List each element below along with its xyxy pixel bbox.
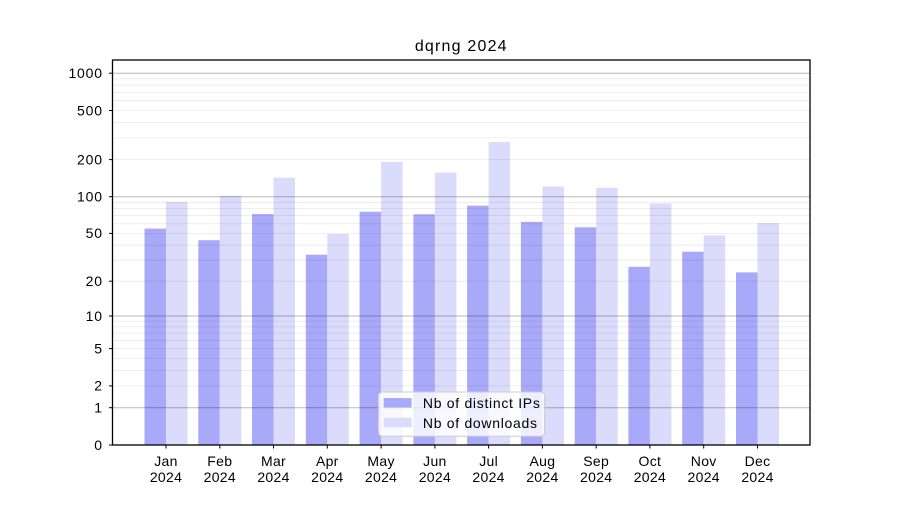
svg-text:Nb of downloads: Nb of downloads xyxy=(423,415,538,431)
svg-text:2024: 2024 xyxy=(204,469,236,485)
svg-text:2: 2 xyxy=(94,378,103,394)
svg-text:10: 10 xyxy=(86,308,103,324)
svg-text:Aug: Aug xyxy=(529,453,555,469)
svg-text:Nov: Nov xyxy=(691,453,717,469)
svg-text:1000: 1000 xyxy=(68,65,102,81)
svg-text:1: 1 xyxy=(94,400,103,416)
svg-text:Nb of distinct IPs: Nb of distinct IPs xyxy=(423,395,541,411)
svg-text:2024: 2024 xyxy=(365,469,397,485)
svg-text:200: 200 xyxy=(77,151,103,167)
svg-text:May: May xyxy=(367,453,394,469)
svg-text:20: 20 xyxy=(86,273,103,289)
svg-text:0: 0 xyxy=(94,437,103,453)
svg-text:Jan: Jan xyxy=(154,453,177,469)
svg-text:2024: 2024 xyxy=(634,469,666,485)
svg-text:Mar: Mar xyxy=(261,453,286,469)
svg-text:100: 100 xyxy=(77,189,103,205)
svg-text:2024: 2024 xyxy=(526,469,558,485)
svg-text:2024: 2024 xyxy=(257,469,289,485)
svg-text:2024: 2024 xyxy=(472,469,504,485)
svg-text:Dec: Dec xyxy=(745,453,771,469)
svg-text:2024: 2024 xyxy=(311,469,343,485)
svg-text:2024: 2024 xyxy=(419,469,451,485)
svg-text:2024: 2024 xyxy=(150,469,182,485)
svg-text:2024: 2024 xyxy=(741,469,773,485)
svg-text:5: 5 xyxy=(94,340,103,356)
svg-text:50: 50 xyxy=(86,225,103,241)
svg-text:500: 500 xyxy=(77,102,103,118)
svg-text:2024: 2024 xyxy=(688,469,720,485)
svg-text:Jun: Jun xyxy=(423,453,446,469)
svg-text:2024: 2024 xyxy=(580,469,612,485)
svg-text:Oct: Oct xyxy=(639,453,662,469)
svg-text:Jul: Jul xyxy=(479,453,498,469)
svg-text:Sep: Sep xyxy=(583,453,609,469)
svg-text:Feb: Feb xyxy=(207,453,232,469)
svg-text:Apr: Apr xyxy=(316,453,339,469)
svg-text:dqrng 2024: dqrng 2024 xyxy=(415,38,508,55)
